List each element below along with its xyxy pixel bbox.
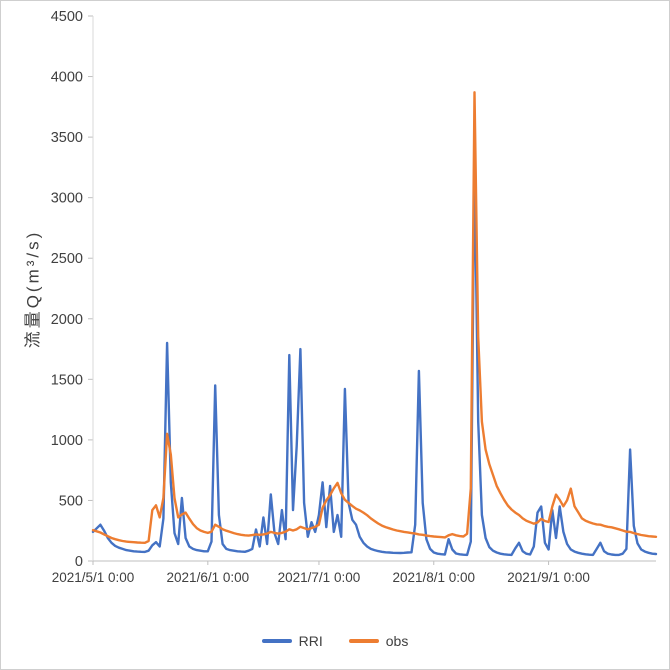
svg-text:2021/8/1 0:00: 2021/8/1 0:00 [392,570,475,585]
svg-text:2021/5/1 0:00: 2021/5/1 0:00 [52,570,135,585]
legend-label-rri: RRI [298,633,323,649]
svg-text:2021/9/1 0:00: 2021/9/1 0:00 [507,570,590,585]
legend-item-obs[interactable]: obs [348,633,409,649]
svg-text:500: 500 [59,493,83,509]
legend-label-obs: obs [385,633,409,649]
svg-text:3500: 3500 [51,130,83,146]
svg-text:1500: 1500 [51,372,83,388]
chart-area: 0 500 1000 1500 2000 2500 3000 3500 4000 4500 2021… [1,1,669,601]
svg-text:2021/7/1 0:00: 2021/7/1 0:00 [278,570,361,585]
discharge-line-chart: 0 500 1000 1500 2000 2500 3000 3500 4000 4500 2021… [51,9,658,585]
svg-text:0: 0 [75,554,83,570]
svg-text:2000: 2000 [51,312,83,328]
rri-line-swatch [261,639,292,643]
svg-text:3000: 3000 [51,191,83,207]
y-axis-title: 流量Q(m³/s) [23,229,43,349]
svg-text:2021/6/1 0:00: 2021/6/1 0:00 [167,570,250,585]
obs-line-swatch [348,639,379,643]
chart-legend: RRI obs [1,633,669,649]
svg-text:4000: 4000 [51,70,83,86]
svg-text:4500: 4500 [51,9,83,25]
svg-text:2500: 2500 [51,251,83,267]
legend-item-rri[interactable]: RRI [261,633,323,649]
svg-text:1000: 1000 [51,433,83,449]
